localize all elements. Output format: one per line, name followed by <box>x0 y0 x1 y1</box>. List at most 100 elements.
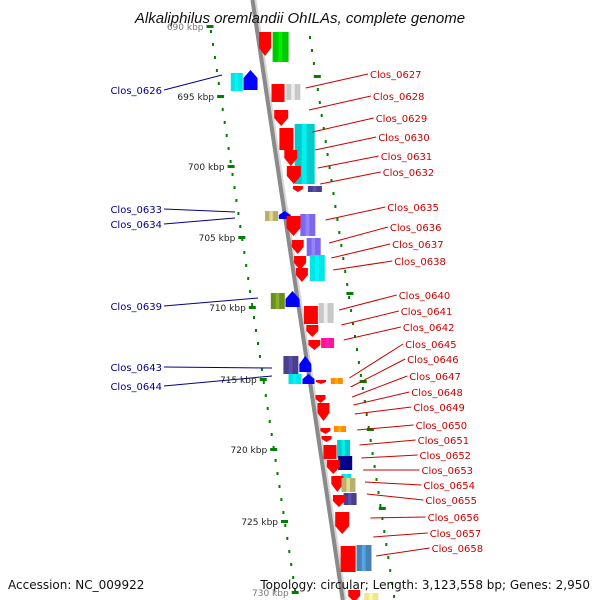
minor-tick <box>352 322 354 325</box>
leader-line <box>364 481 422 486</box>
minor-tick <box>365 413 368 416</box>
leader-line <box>163 375 273 387</box>
gene-feature-highlight <box>293 374 297 384</box>
gene-feature-highlight <box>235 73 238 91</box>
gene-feature-highlight <box>305 214 310 236</box>
gene-label-clos_0646: Clos_0646 <box>407 355 459 366</box>
gene-label-clos_0630: Clos_0630 <box>378 133 430 144</box>
leader-line <box>333 260 393 271</box>
minor-tick <box>225 134 228 137</box>
gene-feature-highlight <box>369 593 373 600</box>
minor-tick <box>274 459 277 462</box>
leader-line <box>312 117 374 133</box>
label-leaders <box>163 73 430 557</box>
minor-tick <box>381 517 384 520</box>
gene-arrow <box>335 512 350 534</box>
minor-tick <box>217 82 220 85</box>
minor-tick <box>326 153 329 156</box>
gene-feature-highlight <box>348 493 352 505</box>
gene-arrow <box>284 150 298 166</box>
topology-label: Topology: circular; Length: 3,123,558 bp… <box>260 578 590 592</box>
minor-tick <box>237 212 240 215</box>
gene-arrow <box>286 166 301 184</box>
gene-label-clos_0647: Clos_0647 <box>409 372 461 383</box>
gene-label-clos_0638: Clos_0638 <box>394 257 446 268</box>
gene-label-clos_0641: Clos_0641 <box>401 307 453 318</box>
gene-label-clos_0635: Clos_0635 <box>387 203 439 214</box>
minor-tick <box>342 257 345 260</box>
gene-feature-highlight <box>345 546 350 572</box>
minor-tick <box>215 69 218 72</box>
minor-tick <box>309 36 311 39</box>
gene-label-clos_0626: Clos_0626 <box>110 86 162 97</box>
minor-tick <box>251 303 254 306</box>
minor-tick <box>393 595 396 598</box>
gene-feature-highlight <box>315 255 319 281</box>
gene-arrow <box>299 356 312 372</box>
gene-feature-highlight <box>275 293 280 309</box>
leader-line <box>373 532 428 538</box>
minor-tick <box>245 264 248 267</box>
gene-label-clos_0639: Clos_0639 <box>110 302 162 313</box>
minor-tick <box>249 290 252 293</box>
minor-tick <box>290 563 293 566</box>
gene-feature-highlight <box>344 474 348 480</box>
minor-tick <box>359 374 362 377</box>
leader-line <box>163 208 236 213</box>
leader-line <box>338 294 397 311</box>
kbp-labels: 690 kbp 695 kbp 700 kbp 705 kbp 710 kbp 715 k… <box>167 23 299 599</box>
minor-tick <box>264 394 267 397</box>
kbp-label: 715 kbp <box>220 376 257 386</box>
gene-label-clos_0631: Clos_0631 <box>381 152 433 163</box>
gene-feature-highlight <box>301 124 307 184</box>
minor-tick <box>233 186 236 189</box>
major-tick <box>227 165 235 168</box>
map-title: Alkaliphilus oremlandii OhILAs, complete… <box>134 10 466 27</box>
gene-label-clos_0628: Clos_0628 <box>373 92 425 103</box>
major-tick <box>248 306 256 309</box>
minor-tick <box>338 231 341 234</box>
accession-label: Accession: NC_009922 <box>8 578 145 592</box>
minor-tick <box>312 62 315 65</box>
minor-tick <box>332 192 335 195</box>
gene-feature-highlight <box>346 478 350 492</box>
gene-feature-highlight <box>284 128 288 150</box>
minor-tick <box>268 420 271 423</box>
minor-tick <box>255 329 257 332</box>
kbp-label: 725 kbp <box>241 518 278 528</box>
gene-label-clos_0658: Clos_0658 <box>432 544 484 555</box>
gene-arrow <box>332 495 345 507</box>
gene-label-clos_0649: Clos_0649 <box>413 403 465 414</box>
gene-arrow <box>292 186 303 192</box>
leader-line <box>163 366 273 369</box>
gene-feature-highlight <box>291 84 295 100</box>
minor-tick <box>373 465 376 468</box>
gene-label-clos_0643: Clos_0643 <box>110 363 162 374</box>
gene-label-clos_0633: Clos_0633 <box>110 205 162 216</box>
gene-arrow <box>306 325 319 337</box>
minor-tick <box>270 433 273 436</box>
minor-tick <box>266 407 269 410</box>
gene-label-clos_0657: Clos_0657 <box>430 529 482 540</box>
leader-line <box>376 547 430 557</box>
gene-label-clos_0634: Clos_0634 <box>110 220 162 231</box>
leader-line <box>343 326 402 341</box>
minor-tick <box>280 498 283 501</box>
minor-tick <box>294 589 297 592</box>
minor-tick <box>235 199 238 202</box>
leader-line <box>361 454 418 459</box>
minor-tick <box>213 56 216 59</box>
minor-tick <box>354 335 356 338</box>
gene-arrow <box>316 380 326 384</box>
gene-label-clos_0652: Clos_0652 <box>420 451 472 462</box>
major-tick <box>346 292 354 295</box>
major-tick <box>378 507 386 510</box>
gene-label-clos_0642: Clos_0642 <box>403 323 455 334</box>
leader-line <box>320 171 381 185</box>
minor-tick <box>389 569 392 572</box>
gene-feature-highlight <box>325 338 329 348</box>
minor-tick <box>379 504 382 507</box>
gene-label-clos_0654: Clos_0654 <box>423 481 475 492</box>
gene-label-clos_0650: Clos_0650 <box>416 421 468 432</box>
gene-features <box>230 32 379 600</box>
